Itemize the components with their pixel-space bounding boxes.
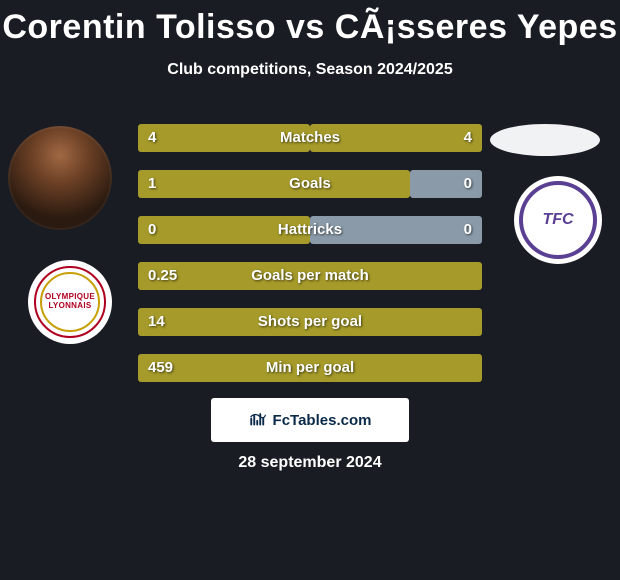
stat-row: 459Min per goal	[138, 354, 482, 382]
stat-row: 0.25Goals per match	[138, 262, 482, 290]
stat-row: 10Goals	[138, 170, 482, 198]
stat-label: Goals	[138, 170, 482, 198]
stat-row: 44Matches	[138, 124, 482, 152]
player-avatar-left	[8, 126, 112, 230]
stats-container: 44Matches 10Goals 00Hattricks 0.25Goals per…	[138, 124, 482, 400]
club-badge-right: TFC	[514, 176, 602, 264]
brand-text: FcTables.com	[273, 412, 372, 429]
brand-icon	[249, 411, 267, 429]
club-badge-left: OLYMPIQUE LYONNAIS	[28, 260, 112, 344]
page-title: Corentin Tolisso vs CÃ¡sseres Yepes	[0, 0, 620, 47]
stat-label: Min per goal	[138, 354, 482, 382]
stat-label: Goals per match	[138, 262, 482, 290]
club-badge-left-inner-ring	[40, 272, 100, 332]
page-subtitle: Club competitions, Season 2024/2025	[0, 61, 620, 79]
stat-label: Matches	[138, 124, 482, 152]
stat-row: 14Shots per goal	[138, 308, 482, 336]
footer-date: 28 september 2024	[0, 454, 620, 472]
player-avatar-right-placeholder	[490, 124, 600, 156]
club-badge-right-ring	[519, 181, 597, 259]
stat-row: 00Hattricks	[138, 216, 482, 244]
stat-label: Shots per goal	[138, 308, 482, 336]
stat-label: Hattricks	[138, 216, 482, 244]
brand-pill: FcTables.com	[211, 398, 409, 442]
